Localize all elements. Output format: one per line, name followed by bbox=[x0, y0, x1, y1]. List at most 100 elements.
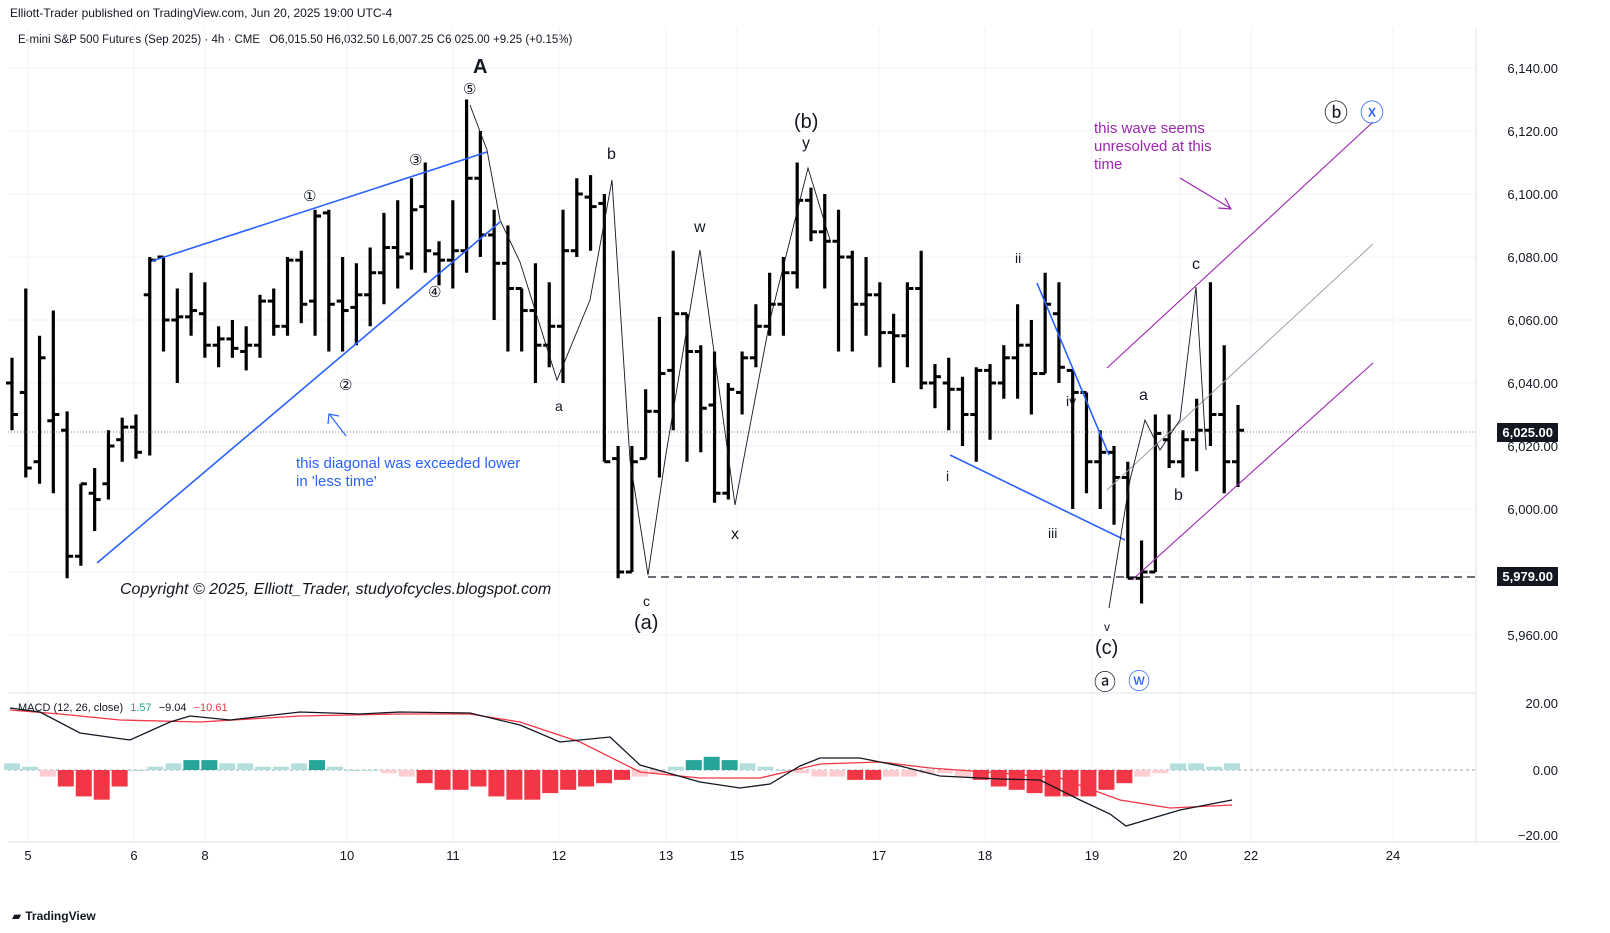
ohlc-bar bbox=[88, 468, 101, 532]
macd-histogram-bar bbox=[847, 770, 864, 780]
macd-histogram-bar bbox=[596, 770, 613, 784]
ohlc-bars bbox=[6, 99, 1244, 604]
macd-histogram-bar bbox=[631, 770, 648, 777]
wave-label-right-a: a bbox=[1139, 387, 1148, 404]
ohlc-bar bbox=[736, 351, 749, 415]
ohlc-bar bbox=[791, 162, 804, 289]
wave-label-ii: ii bbox=[1015, 250, 1022, 266]
macd-histogram-bar bbox=[972, 770, 989, 780]
ohlc-bar bbox=[887, 313, 900, 383]
ohlc-bar bbox=[1218, 345, 1231, 494]
wave-label-right-c: c bbox=[1192, 256, 1200, 273]
ohlc-bar bbox=[267, 288, 280, 336]
wave-label-y: y bbox=[802, 135, 810, 152]
time-tick: 22 bbox=[1243, 848, 1259, 863]
ohlc-bar bbox=[515, 287, 528, 352]
tradingview-logo[interactable]: ▰ TradingView bbox=[12, 909, 96, 923]
macd-histogram-bar bbox=[954, 770, 971, 777]
price-tick: 6,000.00 bbox=[1507, 502, 1558, 517]
ohlc-bar bbox=[226, 320, 239, 358]
ohlc-bar bbox=[129, 414, 142, 459]
ohlc-bar bbox=[1232, 405, 1244, 487]
wave-label-circle-3: ③ bbox=[409, 152, 423, 169]
ohlc-bar bbox=[1163, 414, 1176, 469]
ohlc-bar bbox=[942, 357, 955, 431]
macd-histogram-bar bbox=[111, 770, 128, 787]
ohlc-bar bbox=[212, 326, 225, 368]
price-tick: 6,080.00 bbox=[1507, 250, 1558, 265]
wave-label-circle-4: ④ bbox=[428, 284, 442, 301]
macd-histogram-bar bbox=[4, 763, 20, 770]
ohlc-bar bbox=[625, 446, 638, 574]
ohlc-bar bbox=[350, 263, 363, 346]
macd-histogram-bar bbox=[1224, 763, 1240, 770]
price-tick: 6,100.00 bbox=[1507, 187, 1558, 202]
wave-label-b-paren: (b) bbox=[794, 111, 819, 133]
wave-label-i: i bbox=[946, 468, 950, 484]
copyright-note: Copyright © 2025, Elliott_Trader, studyo… bbox=[120, 581, 552, 598]
ohlc-bar bbox=[419, 162, 432, 273]
macd-histogram-bar bbox=[524, 770, 541, 800]
macd-signal-value: −10.61 bbox=[193, 702, 228, 714]
ohlc-bar bbox=[102, 430, 115, 500]
wave-label-x: x bbox=[731, 526, 739, 543]
macd-histogram-bar bbox=[1188, 763, 1205, 770]
ohlc-bar bbox=[873, 282, 886, 368]
wave-label-circle-w: ⓦ bbox=[1128, 669, 1151, 694]
price-tick: 6,040.00 bbox=[1507, 376, 1558, 391]
macd-histogram-bar bbox=[1152, 770, 1169, 774]
mid-channel-line bbox=[1106, 243, 1374, 491]
ohlc-bar bbox=[1011, 304, 1024, 399]
ohlc-bar bbox=[405, 178, 418, 270]
price-tick: 6,020.00 bbox=[1507, 439, 1558, 454]
price-tick: 6,140.00 bbox=[1507, 61, 1558, 76]
macd-histogram-bar bbox=[326, 766, 343, 770]
ohlc-bar bbox=[1080, 390, 1093, 494]
macd-histogram-bar bbox=[488, 770, 505, 797]
macd-histogram-bar bbox=[667, 766, 684, 770]
level-badge: 5,979.00 bbox=[1497, 567, 1558, 586]
wave-note-line: time bbox=[1094, 156, 1123, 173]
arrow-diagonal-note bbox=[327, 413, 347, 437]
ohlc-bar bbox=[1149, 414, 1162, 574]
ohlc-bar bbox=[997, 345, 1010, 399]
ohlc-bar bbox=[309, 209, 322, 336]
ohlc-bar bbox=[33, 335, 46, 484]
symbol-title[interactable]: E-mini S&P 500 Futures (Sep 2025) · 4h ·… bbox=[18, 34, 261, 46]
macd-tick: 20.00 bbox=[1525, 696, 1558, 711]
macd-histogram-bar bbox=[470, 770, 487, 787]
tradingview-brand: TradingView bbox=[25, 909, 96, 923]
ohlc-bar bbox=[653, 316, 666, 478]
macd-histogram-bar bbox=[829, 770, 846, 777]
wave-label-circle-2: ② bbox=[339, 377, 353, 394]
ohlc-bar bbox=[1121, 461, 1134, 580]
symbol-line: E-mini S&P 500 Futures (Sep 2025) · 4h ·… bbox=[18, 34, 572, 46]
macd-histogram-bar bbox=[1080, 770, 1097, 797]
time-tick: 5 bbox=[24, 848, 32, 863]
ohlc-bar bbox=[846, 250, 859, 352]
ohlc-bar bbox=[1094, 430, 1107, 509]
macd-histogram-bar bbox=[793, 770, 810, 774]
macd-histogram-bar bbox=[1062, 770, 1079, 797]
last-price-badge: 6,025.00 bbox=[1497, 423, 1558, 442]
macd-histogram-bar bbox=[901, 770, 918, 777]
ohlc-bar bbox=[570, 178, 583, 257]
ohlc-bar bbox=[598, 194, 611, 464]
macd-histogram-bar bbox=[75, 770, 92, 797]
ohlc-bar bbox=[557, 209, 570, 383]
ohlc-bar bbox=[818, 194, 831, 289]
ohlc-bar bbox=[832, 209, 845, 352]
macd-histogram-bar bbox=[506, 770, 523, 800]
ohlc-bar bbox=[6, 357, 18, 431]
time-tick: 20 bbox=[1172, 848, 1188, 863]
wave-label-circle-a: ⓐ bbox=[1094, 670, 1117, 695]
ohlc-bar bbox=[253, 294, 266, 358]
wave-note: this wave seems unresolved at this time bbox=[1094, 120, 1212, 174]
macd-histogram-bar bbox=[39, 770, 56, 777]
ohlc-bar bbox=[171, 288, 184, 383]
ohlc-bar bbox=[928, 364, 941, 409]
macd-histogram-bar bbox=[865, 770, 882, 780]
diagonal-lines bbox=[96, 151, 1126, 564]
macd-legend[interactable]: MACD (12, 26, close) 1.57 −9.04 −10.61 bbox=[18, 702, 228, 714]
